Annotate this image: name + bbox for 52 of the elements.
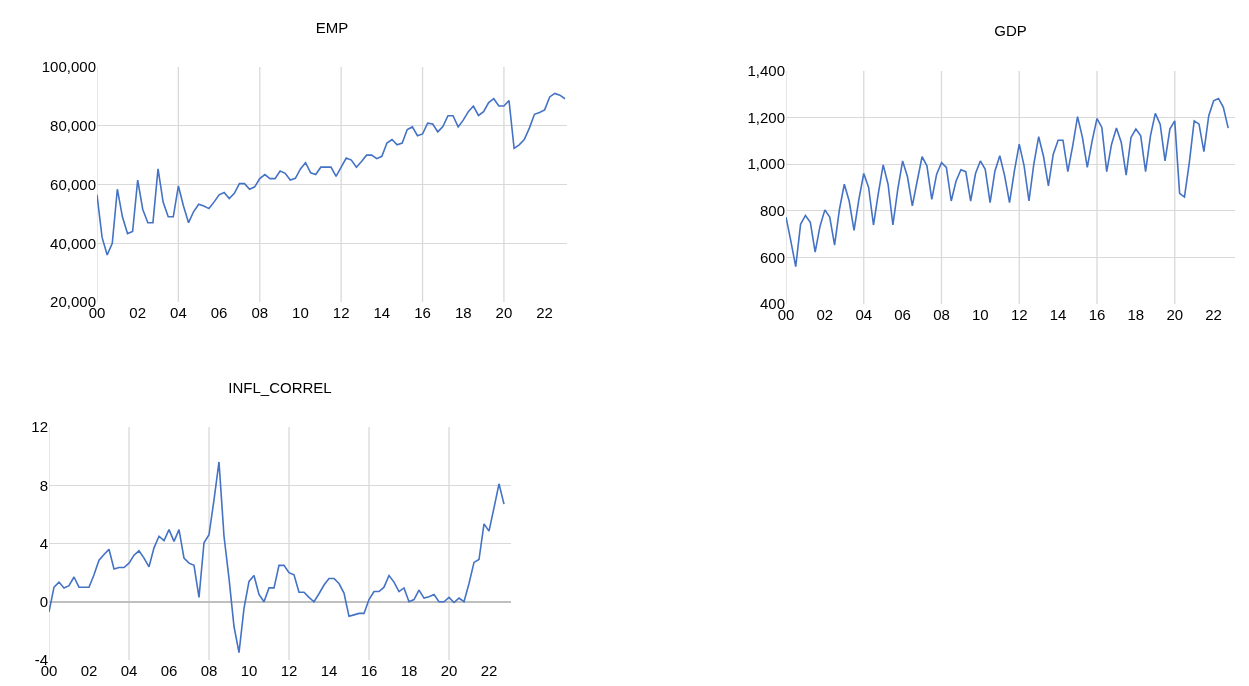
x-tick-label: 18 bbox=[454, 304, 472, 321]
x-tick-label: 06 bbox=[894, 306, 911, 323]
x-tick-label: 04 bbox=[120, 662, 138, 679]
x-tick-label: 10 bbox=[240, 662, 258, 679]
x-tick-label: 10 bbox=[292, 304, 309, 321]
x-tick-label: 02 bbox=[129, 304, 147, 321]
x-tick-label: 06 bbox=[160, 662, 178, 679]
y-tick-label: 800 bbox=[759, 202, 785, 220]
chart-title: INFL_CORREL bbox=[228, 379, 332, 397]
x-tick-label: 04 bbox=[170, 304, 187, 321]
x-tick-label: 20 bbox=[440, 662, 458, 679]
x-tick-label: 14 bbox=[1049, 306, 1067, 323]
x-tick-label: 22 bbox=[1205, 306, 1222, 323]
x-tick-label: 16 bbox=[1088, 306, 1106, 323]
x-tick-label: 08 bbox=[933, 306, 950, 323]
x-tick-label: 18 bbox=[1127, 306, 1145, 323]
chart-title: EMP bbox=[315, 19, 349, 37]
y-tick-label: 40,000 bbox=[50, 234, 96, 252]
x-tick-label: 02 bbox=[80, 662, 98, 679]
x-tick-label: 16 bbox=[414, 304, 431, 321]
x-tick-label: 10 bbox=[972, 306, 989, 323]
y-tick-label: 100,000 bbox=[41, 58, 96, 76]
y-tick-label: 1,400 bbox=[747, 62, 785, 80]
line-series bbox=[786, 97, 1229, 268]
x-tick-label: 22 bbox=[536, 304, 553, 321]
y-tick-label: 8 bbox=[39, 476, 48, 494]
y-tick-label: 4 bbox=[39, 534, 48, 552]
x-tick-label: 06 bbox=[210, 304, 228, 321]
line-series bbox=[97, 92, 566, 256]
y-tick-label: 80,000 bbox=[50, 117, 96, 134]
x-tick-label: 16 bbox=[360, 662, 378, 679]
x-tick-label: 12 bbox=[332, 304, 350, 321]
y-tick-label: 12 bbox=[31, 418, 48, 436]
x-tick-label: 14 bbox=[373, 304, 391, 321]
x-tick-label: 20 bbox=[1166, 306, 1184, 323]
chart-title: GDP bbox=[994, 22, 1027, 40]
x-tick-label: 14 bbox=[320, 662, 338, 679]
x-tick-label: 04 bbox=[855, 306, 873, 323]
y-tick-label: 0 bbox=[39, 593, 48, 610]
x-tick-label: 18 bbox=[400, 662, 418, 679]
line-series bbox=[49, 461, 505, 654]
x-tick-label: 08 bbox=[251, 304, 269, 321]
y-tick-label: 1,200 bbox=[747, 108, 785, 126]
x-tick-label: 08 bbox=[200, 662, 218, 679]
x-tick-label: 20 bbox=[495, 304, 513, 321]
y-tick-label: 60,000 bbox=[50, 175, 96, 193]
y-tick-label: 1,000 bbox=[747, 155, 785, 173]
x-tick-label: 22 bbox=[480, 662, 498, 679]
x-tick-label: 02 bbox=[816, 306, 834, 323]
y-tick-label: 600 bbox=[759, 248, 785, 266]
x-tick-label: 12 bbox=[1010, 306, 1028, 323]
x-tick-label: 12 bbox=[280, 662, 298, 679]
